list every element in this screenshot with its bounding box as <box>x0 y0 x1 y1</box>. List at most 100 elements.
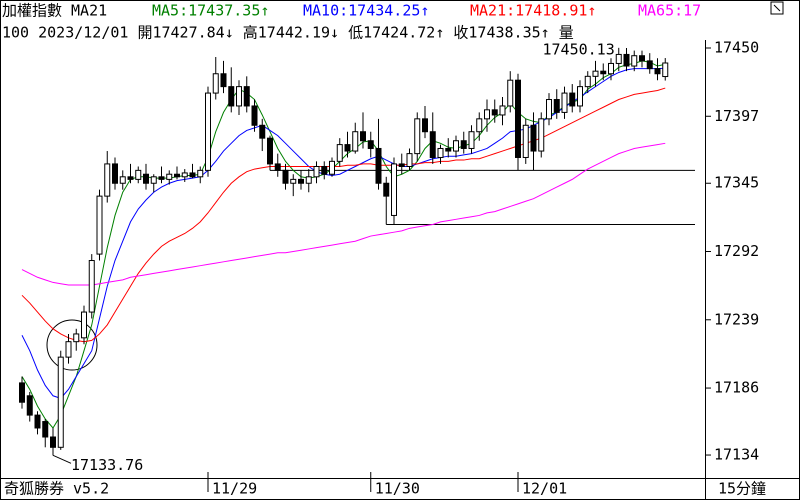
candle-body <box>65 341 72 358</box>
candle-body <box>166 173 173 180</box>
candle-body <box>546 99 552 120</box>
candle-body <box>367 140 374 149</box>
candle-body <box>522 124 529 158</box>
candle-body <box>19 382 25 403</box>
candle-body <box>577 86 583 107</box>
candle-body <box>119 176 126 184</box>
candle-body <box>491 109 498 116</box>
candle-body <box>329 160 335 175</box>
candle-body <box>236 86 242 107</box>
candle-body <box>321 165 328 175</box>
candle-body <box>112 163 118 184</box>
candle-body <box>174 173 180 178</box>
chart-title: 加權指數 MA21 <box>2 2 107 20</box>
candle-body <box>654 68 661 75</box>
candle-body <box>391 163 397 216</box>
candle-body <box>507 79 514 107</box>
ma-line <box>21 87 666 343</box>
candle-body <box>267 137 273 165</box>
candle-body <box>57 356 64 448</box>
candle-body <box>344 144 351 152</box>
candle-body <box>42 421 49 438</box>
candle-body <box>422 118 428 133</box>
y-tick-label: 17186 <box>714 379 759 397</box>
candle-body <box>608 62 614 75</box>
candle-body <box>414 118 421 155</box>
candle-body <box>143 173 149 184</box>
candle-body <box>313 165 320 178</box>
candle-body <box>639 55 645 62</box>
y-tick-label: 17450 <box>714 38 759 56</box>
software-name: 奇狐勝券 v5.2 <box>4 480 109 498</box>
x-tick-label: 12/01 <box>522 480 567 498</box>
candle-body <box>298 178 304 184</box>
legend-entry: MA5:17437.35↑ <box>152 2 269 20</box>
candle-body <box>445 147 452 152</box>
candle-body <box>553 99 560 113</box>
candle-body <box>290 178 297 184</box>
legend-entry: MA10:17434.25↑ <box>303 2 429 20</box>
candle-body <box>662 62 669 78</box>
candle-body <box>127 176 134 180</box>
candle-body <box>398 163 405 167</box>
high-label: 17450.13 <box>543 40 615 58</box>
highlight-circle <box>46 319 98 371</box>
candle-body <box>592 70 599 77</box>
candle-body <box>243 86 250 107</box>
candle-body <box>352 131 359 152</box>
y-tick-label: 17345 <box>714 174 759 192</box>
low-label-leader <box>52 454 72 464</box>
candle-body <box>197 169 204 178</box>
y-tick-label: 17397 <box>714 107 759 125</box>
period-label: 15分鐘 <box>718 480 766 498</box>
y-tick-label: 17239 <box>714 310 759 328</box>
candle-body <box>460 140 467 149</box>
legend-entry: MA21:17418.91↑ <box>470 2 596 20</box>
candle-body <box>453 140 459 152</box>
candle-body <box>336 144 343 162</box>
legend-entry: MA65:17 <box>638 2 701 20</box>
candle-body <box>561 92 568 113</box>
candle-body <box>135 169 142 180</box>
candle-body <box>158 176 165 180</box>
candle-body <box>305 176 312 184</box>
candle-body <box>96 195 103 255</box>
candle-body <box>220 73 227 88</box>
candle-body <box>274 163 281 171</box>
window-button-icon <box>773 4 781 12</box>
candle-body <box>150 176 157 184</box>
candle-body <box>615 53 622 64</box>
candle-body <box>406 153 413 167</box>
candle-body <box>104 163 111 197</box>
candle-body <box>375 147 382 184</box>
candle-body <box>476 118 483 133</box>
candle-body <box>383 182 390 197</box>
candle-body <box>515 79 521 158</box>
ma-line <box>21 142 666 286</box>
candle-body <box>88 260 95 313</box>
candle-body <box>646 60 653 70</box>
candle-body <box>569 92 576 107</box>
candle-body <box>81 311 87 339</box>
candle-body <box>429 131 436 158</box>
candle-body <box>189 172 196 178</box>
candle-body <box>259 124 266 139</box>
candle-body <box>484 109 490 120</box>
candle-body <box>26 395 33 416</box>
candle-body <box>530 124 537 152</box>
candle-body <box>228 86 235 107</box>
candle-body <box>205 92 211 171</box>
y-tick-label: 17292 <box>714 242 759 260</box>
candle-body <box>499 105 506 116</box>
candle-body <box>631 55 638 67</box>
candle-body <box>282 169 289 184</box>
candle-body <box>73 333 80 343</box>
candle-body <box>584 75 591 88</box>
candle-body <box>212 73 219 94</box>
candle-body <box>538 118 545 152</box>
candle-body <box>251 105 258 126</box>
candle-body <box>600 70 607 75</box>
candle-body <box>50 436 56 448</box>
